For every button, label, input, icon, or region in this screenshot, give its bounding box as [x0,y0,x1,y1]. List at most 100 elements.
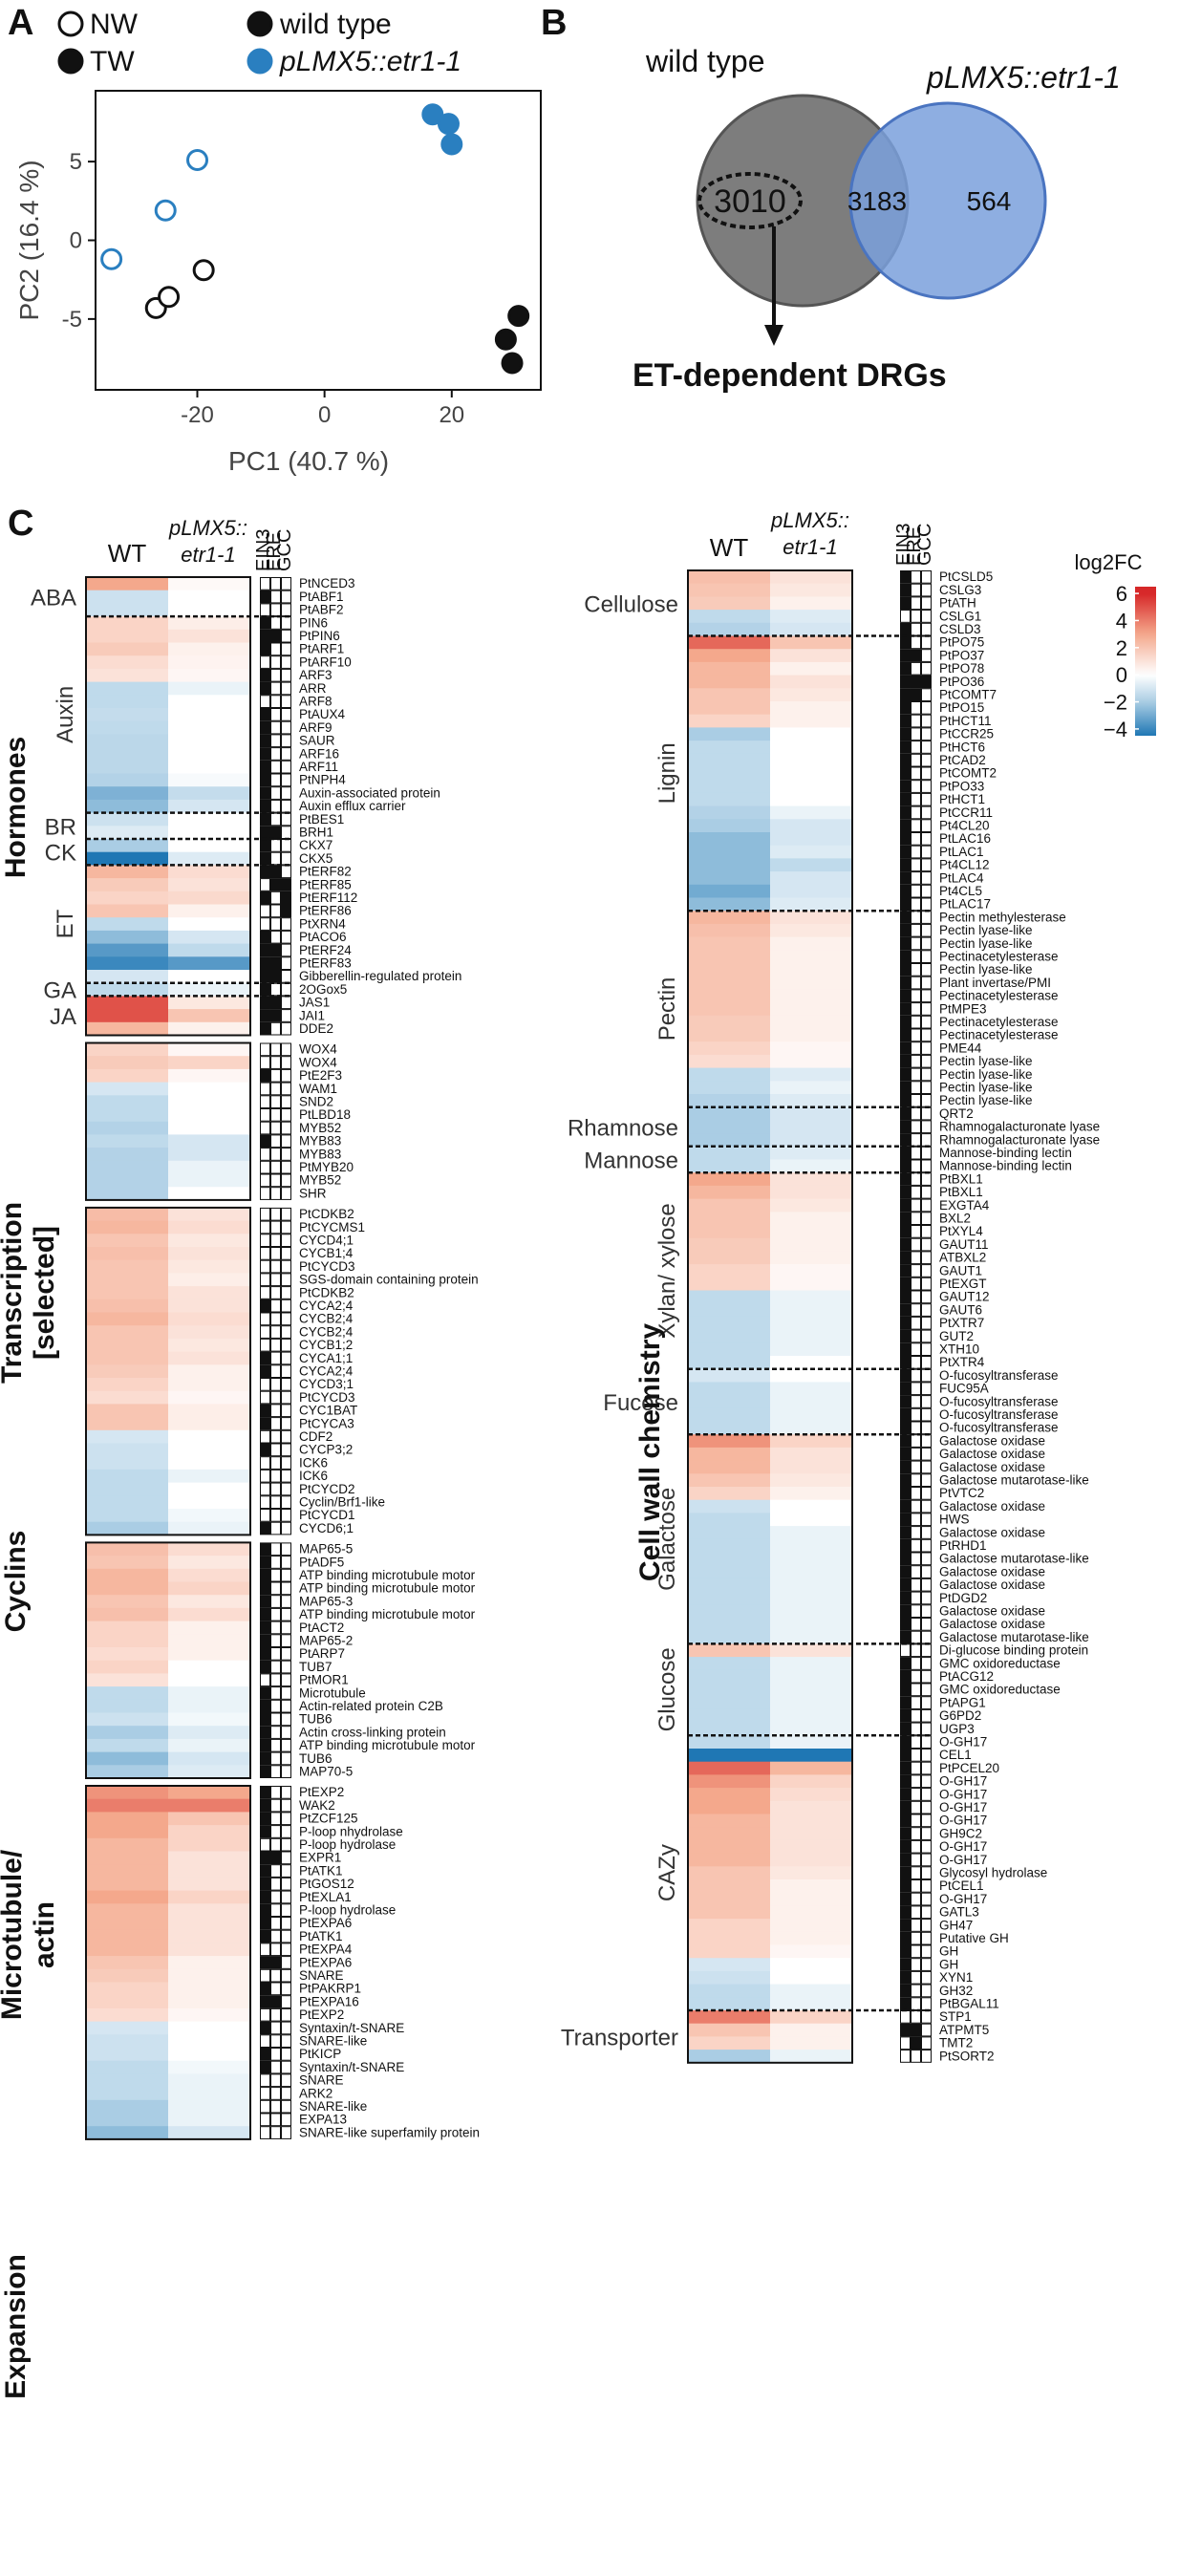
binary-cell [911,1526,921,1539]
gene-label: ARF8 [299,695,332,709]
gene-label: PtERF85 [299,877,352,891]
binary-cell [911,1264,921,1277]
heat-cell-etr [770,1185,852,1199]
binary-cell [921,1578,932,1592]
binary-cell [281,2126,291,2139]
binary-cell [260,1686,270,1700]
binary-cell [900,1630,911,1644]
gene-label: GUT2 [939,1329,974,1343]
binary-cell [260,1148,270,1161]
binary-cell [921,570,932,584]
binary-cell [911,1198,921,1213]
binary-cell [911,963,921,977]
binary-cell [270,2126,281,2139]
binary-cell [260,1173,270,1188]
binary-cell [921,649,932,662]
binary-cell [260,1968,270,1983]
binary-cell [260,655,270,669]
binary-cell [281,1726,291,1739]
gene-label: PtMOR1 [299,1673,349,1687]
binary-cell [260,1568,270,1582]
binary-cell [281,1286,291,1299]
heat-cell-wt [688,1683,770,1697]
binary-cell [281,1378,291,1391]
gene-label: PtERF82 [299,865,352,879]
gene-label: SNARE [299,2073,344,2088]
binary-cell [260,1864,270,1878]
heat-cell-etr [770,1054,852,1068]
binary-cell [900,1159,911,1173]
gene-label: PtCYCD1 [299,1508,355,1522]
gene-label: Pectin lyase-like [939,1067,1033,1082]
binary-cell [900,1565,911,1578]
heat-cell-etr [168,1364,250,1379]
heat-cell-etr [168,1929,250,1943]
gene-label: WOX4 [299,1055,337,1069]
col-header-etr-line2: etr1-1 [181,543,235,567]
gene-label: PtACO6 [299,930,347,944]
heat-cell-etr [770,1303,852,1318]
heat-cell-etr [168,956,250,971]
gene-label: Galactose oxidase [939,1604,1045,1619]
heat-cell-wt [86,1798,168,1813]
binary-cell [260,1429,270,1444]
gene-label: Mannose-binding lectin [939,1159,1072,1173]
binary-cell [260,1825,270,1838]
heat-cell-wt [86,1482,168,1496]
heat-cell-wt [86,851,168,866]
binary-cell [900,1395,911,1408]
binary-cell [900,1827,911,1840]
heat-cell-etr [770,1879,852,1894]
heat-cell-etr [168,1765,250,1779]
binary-cell [900,622,911,636]
gene-label: PtCOMT2 [939,766,997,781]
colorbar-tick-label: −2 [1104,691,1127,715]
binary-cell [260,642,270,656]
heat-cell-wt [86,826,168,840]
gene-label: PtBGAL11 [939,1997,999,2011]
heat-cell-etr [770,1407,852,1422]
binary-cell [911,610,921,623]
heat-cell-wt [688,1958,770,1972]
heat-cell-wt [86,708,168,722]
heat-cell-wt [86,1495,168,1510]
binary-cell [270,799,281,813]
gene-label: EXGTA4 [939,1198,990,1213]
gene-label: GAUT6 [939,1302,982,1317]
binary-cell [900,1944,911,1959]
binary-cell [900,1002,911,1016]
heat-cell-wt [688,1827,770,1841]
binary-cell [911,1407,921,1422]
heat-cell-etr [770,1565,852,1579]
binary-cell [281,577,291,590]
binary-cell [281,1429,291,1444]
heat-cell-etr [770,1395,852,1409]
binary-cell [900,1604,911,1619]
gene-label: Galactose oxidase [939,1447,1045,1461]
binary-cell [900,1251,911,1265]
binary-cell [911,1081,921,1095]
heat-cell-etr [168,1021,250,1036]
heat-cell-wt [688,1722,770,1736]
gene-label: Galactose oxidase [939,1433,1045,1448]
gene-label: Galactose mutarotase-like [939,1473,1089,1488]
heat-cell-wt [688,1473,770,1488]
heat-cell-etr [770,1944,852,1959]
binary-cell [260,629,270,643]
binary-cell [260,734,270,748]
gene-label: PtAPG1 [939,1695,986,1709]
heat-cell-wt [86,865,168,879]
heat-cell-etr [168,695,250,709]
heat-cell-etr [168,930,250,944]
binary-cell [260,1607,270,1621]
binary-col-header: EIN3 [893,524,914,566]
binary-cell [921,1487,932,1500]
heat-cell-etr [168,1595,250,1609]
binary-cell [900,1094,911,1107]
heat-cell-etr [168,668,250,682]
binary-cell [900,1198,911,1213]
gene-label: PtHCT11 [939,714,992,728]
heat-cell-wt [86,603,168,617]
heat-cell-etr [168,799,250,813]
binary-cell [921,989,932,1003]
